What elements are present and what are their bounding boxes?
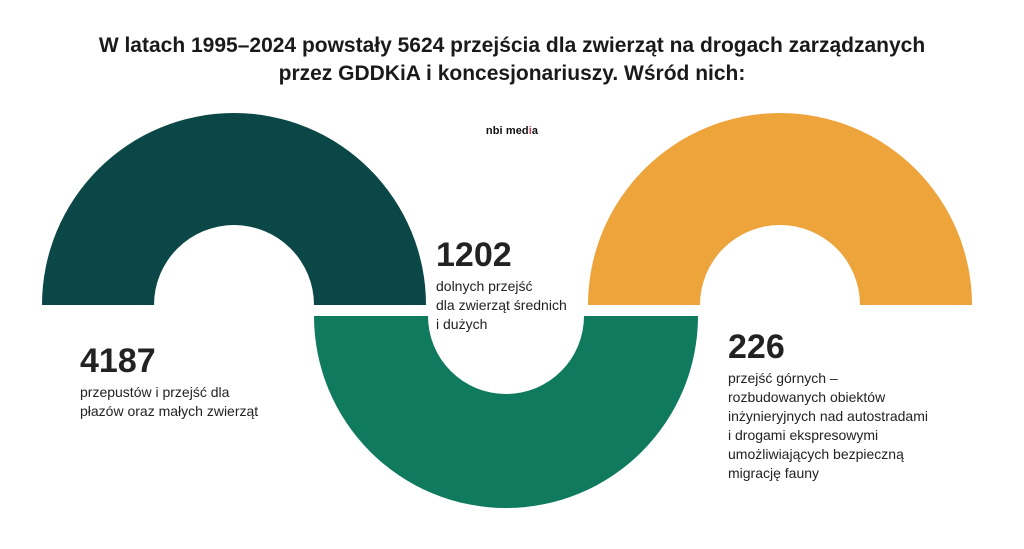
stat-value: 4187 bbox=[80, 342, 156, 380]
brand-highlight: i bbox=[528, 125, 532, 137]
page-title: W latach 1995–2024 powstały 5624 przejśc… bbox=[40, 32, 984, 88]
title-line-1: W latach 1995–2024 powstały 5624 przejśc… bbox=[98, 34, 926, 57]
stat-value: 1202 bbox=[436, 236, 512, 274]
stat-value: 226 bbox=[728, 328, 785, 366]
stat-small-passages: 4187 przepustów i przejść dla płazów ora… bbox=[80, 343, 320, 421]
brand-suffix: a bbox=[531, 125, 539, 137]
arch-upper-passages bbox=[588, 113, 972, 305]
stat-upper-passages: 226 przejść górnych – rozbudowanych obie… bbox=[728, 329, 978, 483]
arch-lower-passages bbox=[314, 316, 698, 508]
stat-description: przejść górnych – rozbudowanych obiektów… bbox=[728, 370, 928, 481]
stat-description: dolnych przejść dla zwierząt średnich i … bbox=[436, 278, 567, 332]
brand-logo: nbi media bbox=[0, 125, 1024, 137]
stat-description: przepustów i przejść dla płazów oraz mał… bbox=[80, 384, 259, 419]
stat-lower-passages: 1202 dolnych przejść dla zwierząt średni… bbox=[436, 237, 596, 334]
arch-small-passages bbox=[42, 113, 426, 305]
title-line-2: przez GDDKiA i koncesjonariuszy. Wśród n… bbox=[278, 62, 746, 85]
brand-prefix: nbi med bbox=[485, 125, 529, 137]
